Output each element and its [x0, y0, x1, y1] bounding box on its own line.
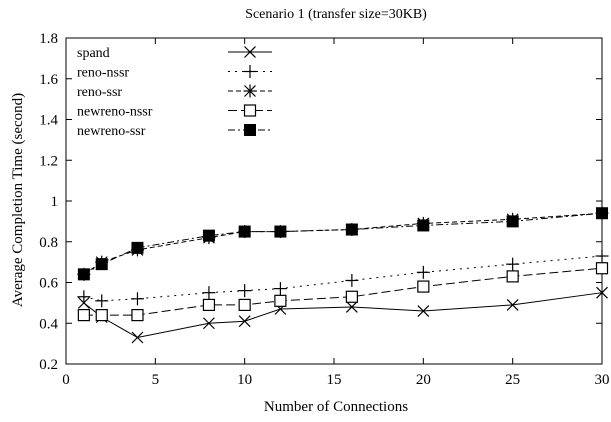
data-point-filled-square-marker — [345, 223, 358, 236]
data-point-open-square-marker — [131, 309, 144, 322]
y-tick-label: 1.2 — [39, 153, 58, 169]
data-point-open-square-marker — [345, 290, 358, 303]
series-reno-nssr — [77, 249, 609, 308]
data-point-plus-marker — [416, 265, 430, 279]
legend-label: newreno-ssr — [77, 124, 146, 139]
series-newreno-ssr — [77, 207, 608, 281]
x-tick-label: 5 — [152, 372, 160, 388]
y-tick-label: 1.4 — [39, 113, 58, 129]
series-newreno-nssr — [77, 262, 609, 322]
legend: spand reno-nssr reno-ssr newreno-nssr newren… — [77, 46, 272, 139]
data-point-open-square-marker — [274, 294, 287, 307]
series-spand — [77, 286, 608, 344]
data-point-plus-marker — [345, 273, 359, 287]
x-tick-label: 20 — [416, 372, 431, 388]
data-point-open-square-marker — [95, 309, 108, 322]
chart-title: Scenario 1 (transfer size=30KB) — [245, 7, 427, 22]
legend-label: newreno-nssr — [77, 105, 153, 120]
legend-label: reno-ssr — [77, 85, 122, 100]
y-tick-label: 0.2 — [39, 357, 58, 373]
data-point-filled-square-marker — [244, 124, 256, 136]
data-point-x-marker — [203, 317, 215, 330]
y-tick-label: 0.6 — [39, 276, 58, 292]
data-point-plus-marker — [202, 286, 216, 300]
y-tick-label: 0.4 — [39, 316, 58, 332]
series-line — [83, 212, 603, 275]
data-point-open-square-marker — [595, 262, 609, 275]
data-point-open-square-marker — [202, 298, 216, 312]
x-axis-label: Number of Connections — [264, 399, 408, 415]
series-reno-ssr — [77, 206, 609, 281]
data-point-x-marker — [131, 331, 144, 344]
data-point-x-marker — [596, 286, 608, 299]
x-tick-label: 30 — [595, 372, 610, 388]
data-point-open-square-marker — [243, 104, 257, 117]
x-tick-label: 25 — [505, 372, 520, 388]
y-tick-label: 1.6 — [39, 72, 58, 88]
x-tick-label: 10 — [237, 372, 252, 388]
series-line — [83, 212, 603, 275]
x-tick-label: 15 — [327, 372, 342, 388]
series-line — [83, 255, 603, 302]
data-point-plus-marker — [595, 249, 609, 263]
data-point-plus-marker — [95, 294, 109, 308]
data-point-plus-marker — [273, 282, 287, 296]
data-point-plus-marker — [238, 284, 252, 298]
data-point-x-marker — [238, 315, 251, 328]
data-point-x-marker — [506, 298, 519, 311]
plot-frame — [65, 37, 603, 365]
series-line — [83, 292, 603, 339]
data-point-filled-square-marker — [95, 258, 108, 271]
data-point-plus-marker — [506, 257, 520, 271]
y-tick-label: 1.8 — [39, 31, 58, 47]
series-layer — [77, 206, 609, 344]
series-line — [83, 267, 603, 316]
y-tick-label: 0.8 — [39, 235, 58, 251]
x-tick-label: 0 — [62, 372, 70, 388]
data-point-filled-square-marker — [596, 207, 608, 220]
data-point-filled-square-marker — [77, 268, 90, 281]
data-point-open-square-marker — [77, 309, 90, 322]
data-point-filled-square-marker — [238, 225, 251, 238]
data-point-filled-square-marker — [202, 229, 215, 242]
data-point-open-square-marker — [417, 280, 430, 293]
axis-ticks: 0 5 10 15 20 25 30 0.2 0.4 0.6 0.8 1 1.2 1.4 1.6 1.8 — [39, 31, 609, 388]
data-point-x-marker — [345, 301, 358, 313]
data-point-plus-marker — [243, 65, 257, 78]
data-point-x-marker — [244, 46, 256, 58]
legend-label: spand — [77, 46, 110, 61]
data-point-star-marker — [243, 84, 257, 98]
legend-label: reno-nssr — [77, 66, 129, 81]
data-point-filled-square-marker — [417, 219, 430, 232]
data-point-plus-marker — [130, 292, 144, 306]
y-tick-label: 1 — [51, 194, 59, 210]
data-point-open-square-marker — [238, 298, 251, 312]
data-point-plus-marker — [77, 290, 91, 304]
data-point-filled-square-marker — [506, 215, 519, 228]
y-axis-label: Average Completion Time (second) — [10, 93, 26, 307]
data-point-filled-square-marker — [274, 225, 287, 238]
data-point-filled-square-marker — [131, 241, 144, 254]
data-point-x-marker — [417, 305, 430, 317]
data-point-open-square-marker — [506, 270, 519, 283]
